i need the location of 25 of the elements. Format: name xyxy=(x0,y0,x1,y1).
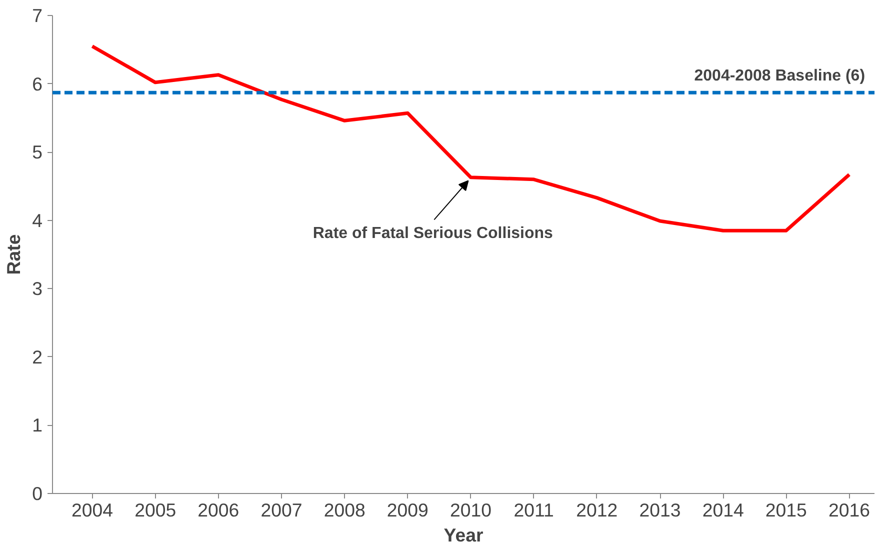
ref-line-label: 2004-2008 Baseline (6) xyxy=(694,68,866,85)
x-tick-label: 2012 xyxy=(576,500,618,520)
y-tick-label: 1 xyxy=(32,414,43,436)
y-tick-label: 0 xyxy=(32,483,43,504)
x-tick-label: 2006 xyxy=(198,500,240,520)
x-tick-label: 2016 xyxy=(828,500,870,520)
y-tick-label: 5 xyxy=(32,142,43,163)
y-tick-label: 2 xyxy=(32,346,43,368)
x-tick-label: 2014 xyxy=(702,500,744,520)
x-tick-label: 2004 xyxy=(71,500,114,520)
x-tick-label: 2005 xyxy=(134,500,176,520)
x-tick-label: 2007 xyxy=(260,500,302,520)
y-tick-label: 6 xyxy=(32,73,43,94)
y-axis-title: Rate xyxy=(3,234,24,275)
x-tick-label: 2015 xyxy=(765,500,807,520)
x-tick-label: 2008 xyxy=(324,500,366,520)
x-axis-title: Year xyxy=(444,524,484,546)
y-tick-label: 3 xyxy=(32,278,43,300)
annotation: Rate of Fatal Serious Collisions xyxy=(312,225,554,242)
x-tick-label: 2010 xyxy=(450,500,492,520)
x-tick-label: 2013 xyxy=(639,500,681,520)
x-tick-label: 2011 xyxy=(514,500,554,520)
y-tick-label: 7 xyxy=(32,5,43,26)
y-tick-label: 4 xyxy=(32,210,43,231)
x-tick-label: 2009 xyxy=(386,500,428,520)
